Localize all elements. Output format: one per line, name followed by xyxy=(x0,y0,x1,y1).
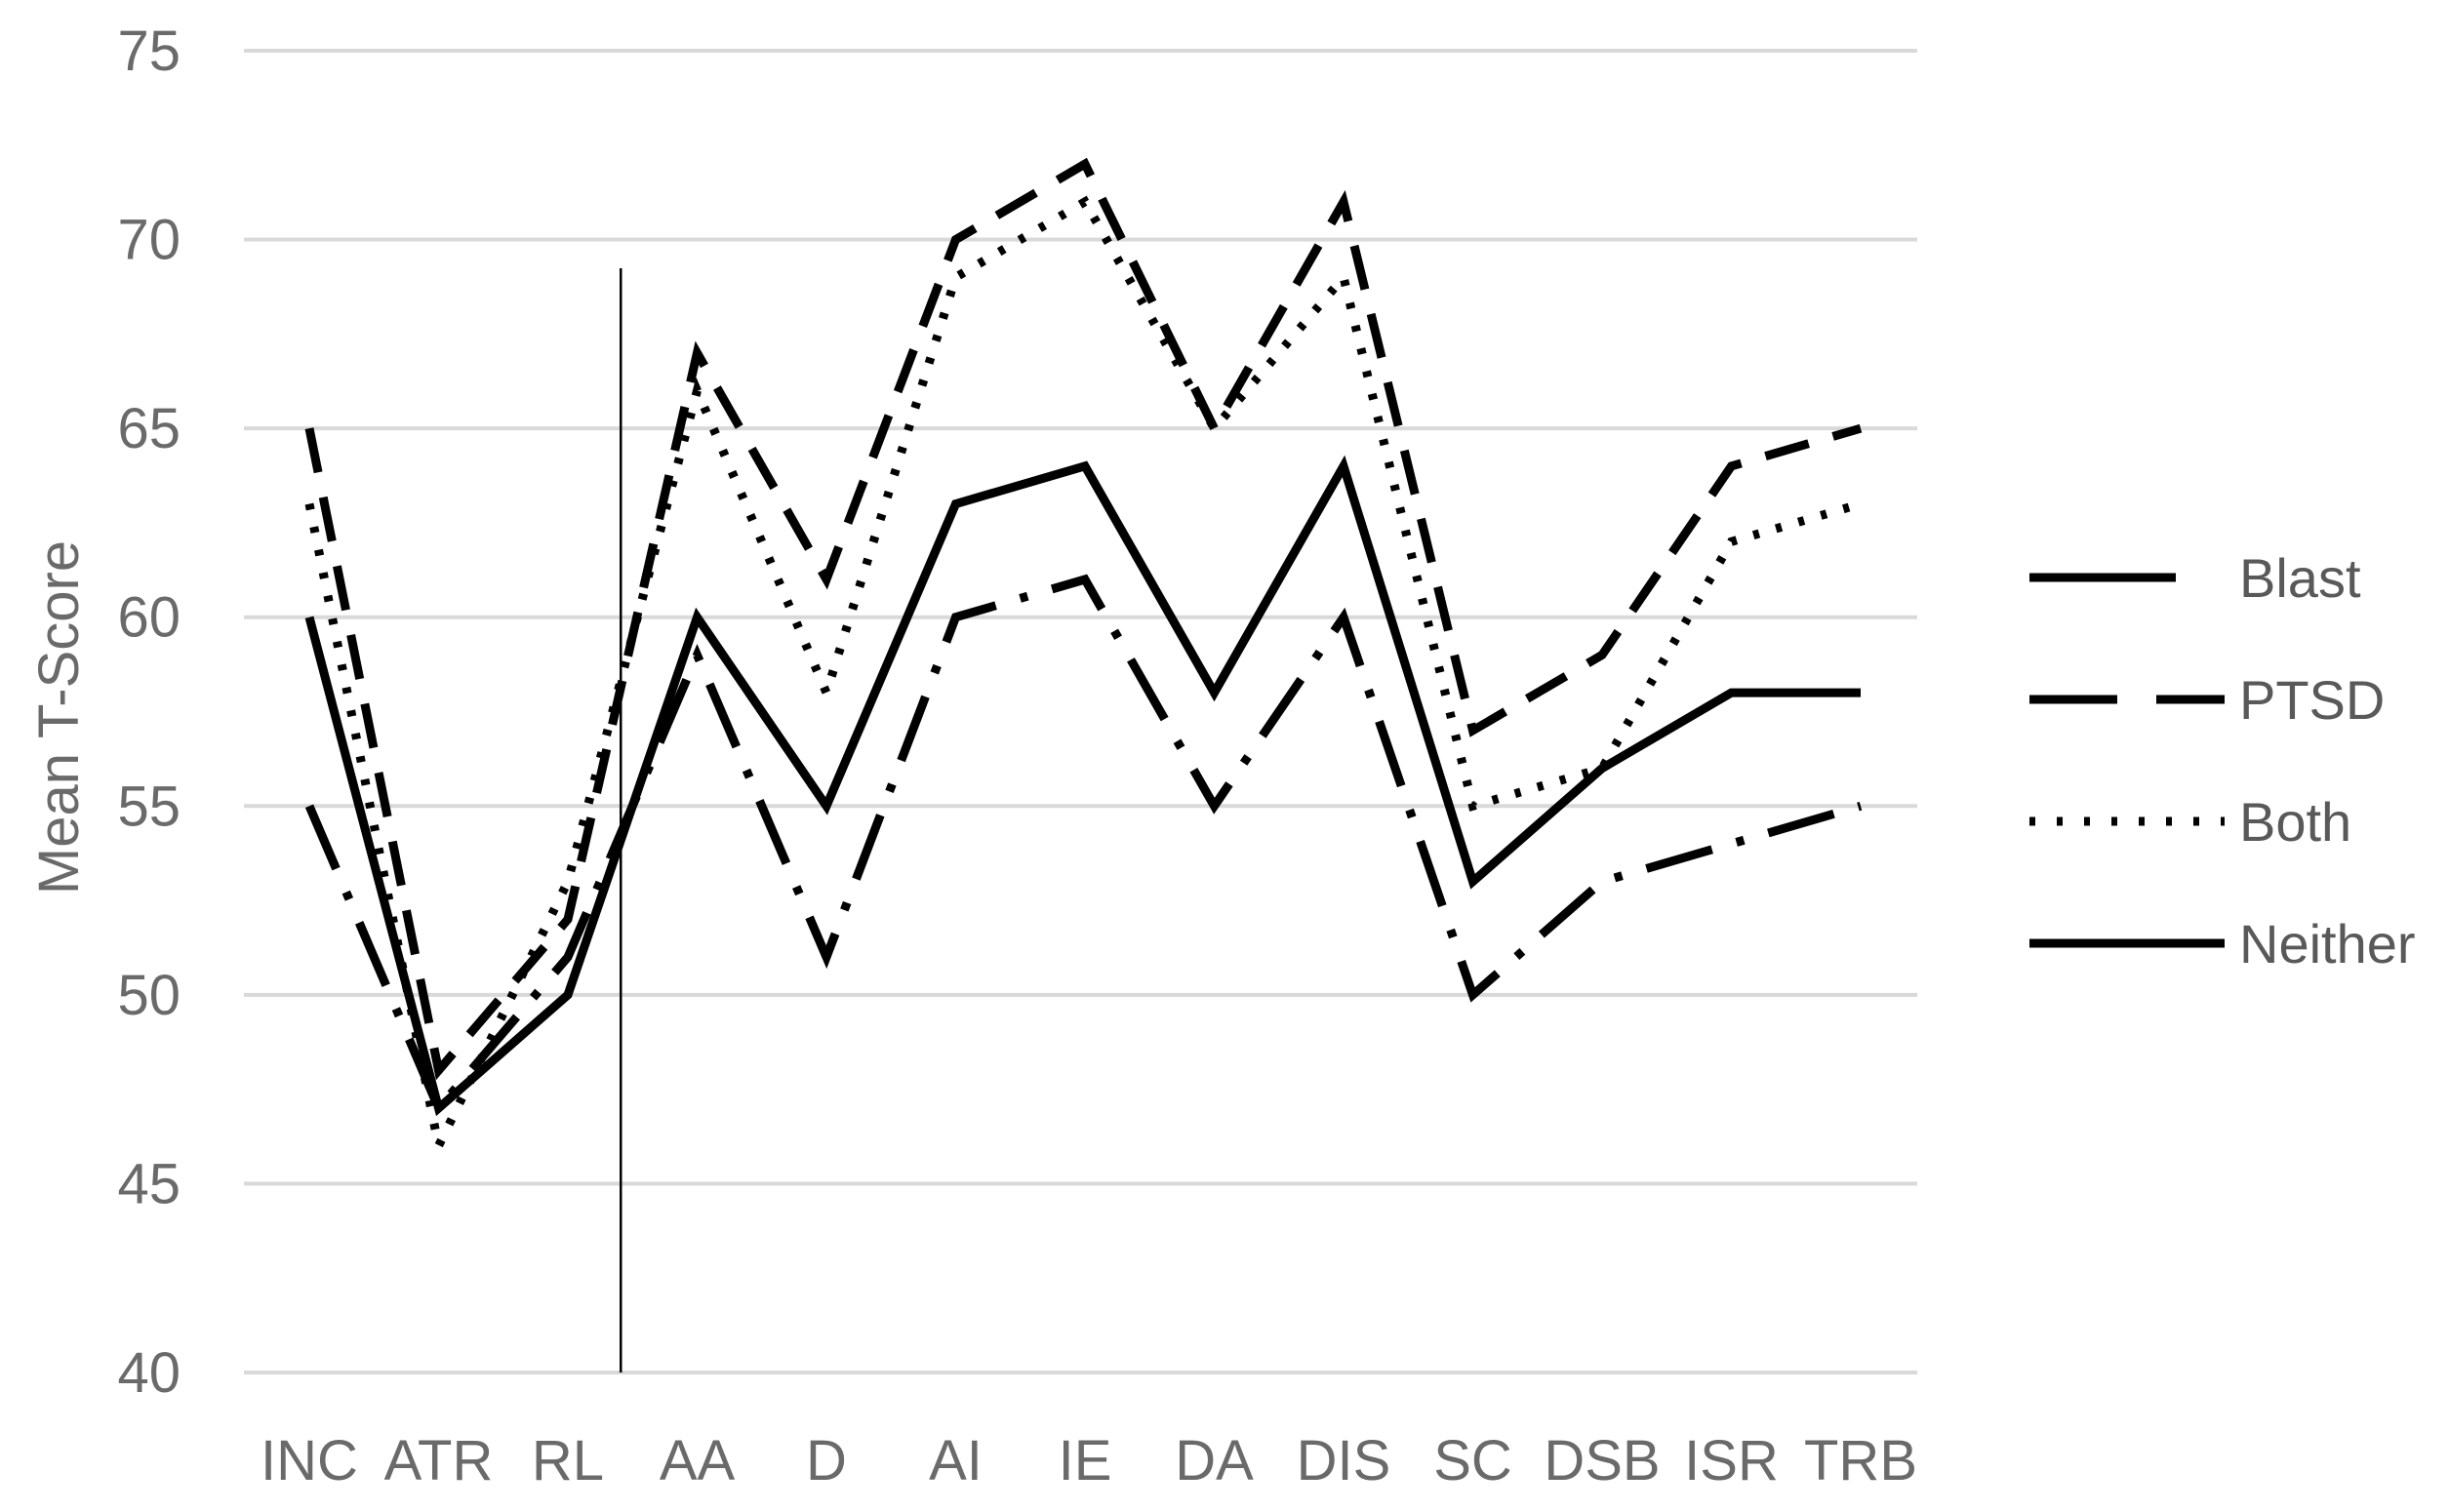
y-axis-ticks: 40 45 50 55 60 65 70 75 xyxy=(117,20,181,1405)
y-tick-label: 60 xyxy=(117,586,181,650)
x-tick-label-rl: RL xyxy=(532,1429,604,1492)
legend: Blast PTSD Both Neither xyxy=(2029,547,2416,975)
series-line-neither xyxy=(304,455,1861,1117)
legend-label-blast: Blast xyxy=(2239,547,2361,609)
x-tick-label-inc: INC xyxy=(261,1429,358,1492)
y-axis-title: Mean T-Score xyxy=(27,540,91,895)
x-tick-label-ai: AI xyxy=(929,1429,983,1492)
legend-label-ptsd: PTSD xyxy=(2239,669,2385,731)
legend-label-neither: Neither xyxy=(2239,913,2416,975)
legend-item-blast: Blast xyxy=(2029,547,2361,609)
x-tick-label-dis: DIS xyxy=(1297,1429,1391,1492)
series-line-ptsd xyxy=(304,157,1863,1081)
legend-item-ptsd: PTSD xyxy=(2029,669,2385,731)
series-lines xyxy=(304,157,1863,1160)
x-tick-label-isr: ISR xyxy=(1684,1429,1779,1492)
x-tick-label-dsb: DSB xyxy=(1544,1429,1660,1492)
legend-label-both: Both xyxy=(2239,791,2351,853)
y-tick-label: 40 xyxy=(117,1341,181,1405)
legend-item-neither: Neither xyxy=(2029,913,2416,975)
y-tick-label: 65 xyxy=(117,397,181,460)
y-tick-label: 70 xyxy=(117,209,181,272)
x-axis-ticks: INC ATR RL AA D AI IE DA DIS SC DSB ISR TRB xyxy=(261,1429,1917,1492)
y-tick-label: 50 xyxy=(117,964,181,1027)
y-tick-label: 55 xyxy=(117,775,181,838)
gridlines xyxy=(244,49,1917,1374)
legend-item-both: Both xyxy=(2029,791,2351,853)
x-tick-label-atr: ATR xyxy=(384,1429,494,1492)
x-tick-label-sc: SC xyxy=(1433,1429,1512,1492)
series-line-blast xyxy=(304,574,1863,1117)
x-tick-label-da: DA xyxy=(1175,1429,1254,1492)
series-line-both xyxy=(304,195,1863,1160)
x-tick-label-d: D xyxy=(806,1429,847,1492)
x-tick-label-aa: AA xyxy=(660,1429,736,1492)
y-tick-label: 75 xyxy=(117,20,181,83)
x-tick-label-trb: TRB xyxy=(1804,1429,1917,1492)
y-tick-label: 45 xyxy=(117,1152,181,1215)
x-tick-label-ie: IE xyxy=(1059,1429,1112,1492)
